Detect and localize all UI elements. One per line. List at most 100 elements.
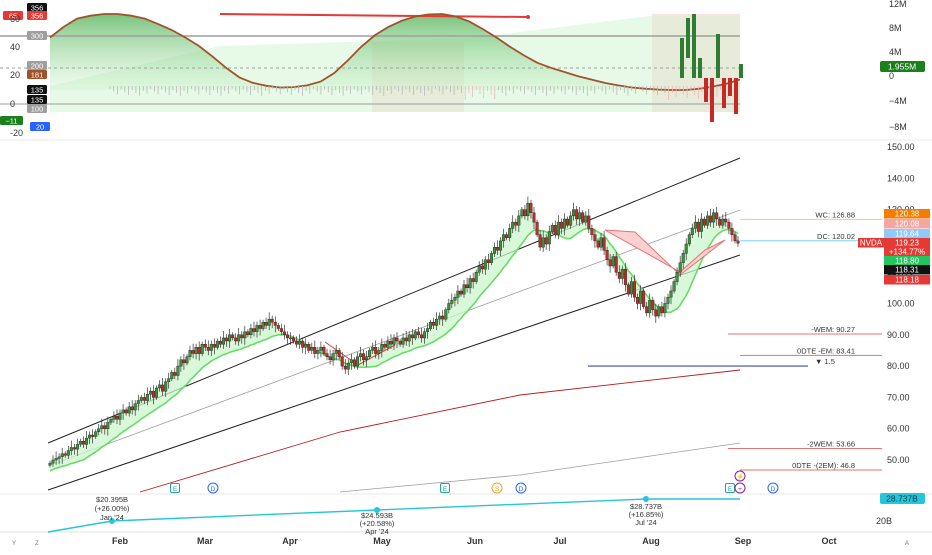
osc-left-tick: 60 [10, 14, 20, 24]
candle-body [323, 347, 326, 353]
candle-body [329, 357, 332, 360]
candle-body [432, 322, 435, 325]
candle-body [247, 332, 250, 335]
candle[interactable] [350, 354, 353, 370]
event-marker[interactable]: + [735, 483, 745, 493]
candle-body [524, 210, 527, 216]
candle-body [244, 332, 247, 338]
candle-body [277, 325, 280, 328]
candle[interactable] [283, 325, 286, 340]
candle-body [216, 341, 219, 347]
candle-body [298, 341, 301, 344]
price-badge-label: NVDA [860, 239, 883, 248]
candle[interactable] [311, 343, 314, 354]
footer-left-label[interactable]: Z [35, 541, 39, 547]
candle-body [140, 397, 143, 400]
candle-body [365, 357, 368, 360]
price-level: -2WEM: 53.66 [728, 440, 882, 449]
candle[interactable] [591, 225, 594, 241]
candle-body [198, 347, 201, 353]
candle[interactable] [652, 297, 655, 316]
event-marker[interactable]: S [492, 483, 502, 493]
candle[interactable] [301, 338, 304, 354]
time-axis-tick: Aug [642, 536, 660, 546]
price-y-tick: 70.00 [887, 392, 910, 402]
price-badge-label: 120.38 [895, 210, 920, 219]
event-marker[interactable]: D [208, 483, 218, 493]
candle-body [362, 354, 365, 360]
candle-body [676, 272, 679, 281]
candle[interactable] [731, 223, 734, 242]
candle-body [104, 426, 107, 429]
candle-body [228, 335, 231, 341]
price-badge-label: 119.64 [895, 230, 919, 239]
candle-body [326, 354, 329, 357]
osc-left-badge: 181 [27, 70, 47, 79]
candle[interactable] [554, 221, 557, 239]
candle-body [55, 458, 58, 460]
candle-body [192, 350, 195, 353]
price-y-tick: 90.00 [887, 330, 910, 340]
candle[interactable] [332, 350, 335, 366]
osc-left-badge: 200 [27, 61, 47, 70]
price-levels: WC: 126.88DC: 120.02-WEM: 90.270DTE -EM:… [588, 210, 882, 470]
candle-body [414, 332, 417, 338]
candle-body [569, 216, 572, 225]
candle[interactable] [304, 338, 307, 354]
candle-body [591, 228, 594, 234]
price-badge: NVDA [858, 238, 884, 248]
candle[interactable] [347, 359, 350, 375]
candle-body [548, 232, 551, 245]
candle-body [737, 241, 740, 243]
event-marker[interactable]: E [726, 484, 735, 494]
candle[interactable] [308, 342, 311, 353]
candle[interactable] [326, 349, 329, 360]
event-marker[interactable]: D [516, 483, 526, 493]
candle[interactable] [286, 331, 289, 344]
footer-left-label[interactable]: Y [12, 541, 16, 547]
price-badge-label: 118.18 [895, 276, 919, 285]
candle[interactable] [298, 334, 301, 349]
event-markers[interactable]: E D E S D E + D ⚡ [171, 471, 779, 493]
candle-body [177, 366, 180, 375]
candle-body [597, 241, 600, 247]
candle[interactable] [320, 342, 323, 358]
candle-body [67, 451, 70, 456]
event-marker[interactable]: E [171, 484, 180, 494]
candle-body [441, 316, 444, 319]
candle-body [700, 219, 703, 232]
price-y-tick: 150.00 [887, 142, 915, 152]
candle[interactable] [344, 359, 347, 374]
volume-spike-bar [722, 78, 726, 108]
candle-body [180, 360, 183, 366]
event-marker[interactable]: E [441, 484, 450, 494]
candle[interactable] [661, 302, 664, 317]
event-marker-label: D [771, 486, 776, 493]
candle[interactable] [728, 219, 731, 235]
event-marker-label: ⚡ [736, 473, 744, 481]
time-axis-tick: Sep [735, 536, 752, 546]
time-axis[interactable]: Feb Mar Apr May Jun Jul Aug Sep Oct [112, 536, 837, 546]
candle[interactable] [314, 340, 317, 358]
candle[interactable] [548, 226, 551, 251]
candle-body [648, 300, 651, 313]
candle-body [374, 347, 377, 353]
candle[interactable] [317, 347, 320, 360]
price-level: ▼ 1.5 [588, 357, 835, 366]
event-marker[interactable]: D [768, 483, 778, 493]
footer-right-label[interactable]: A [905, 541, 909, 547]
candle-body [685, 244, 688, 253]
candle-body [183, 360, 186, 363]
candle[interactable] [664, 297, 667, 318]
candle[interactable] [642, 289, 645, 310]
event-marker[interactable]: ⚡ [735, 471, 745, 481]
candle[interactable] [536, 220, 539, 238]
osc-left-tick: 20 [10, 70, 20, 80]
candle-body [655, 310, 658, 316]
candle-body [356, 357, 359, 366]
candle-body [399, 341, 402, 344]
price-badge: 118.80 [884, 256, 930, 266]
candle-body [155, 388, 158, 397]
